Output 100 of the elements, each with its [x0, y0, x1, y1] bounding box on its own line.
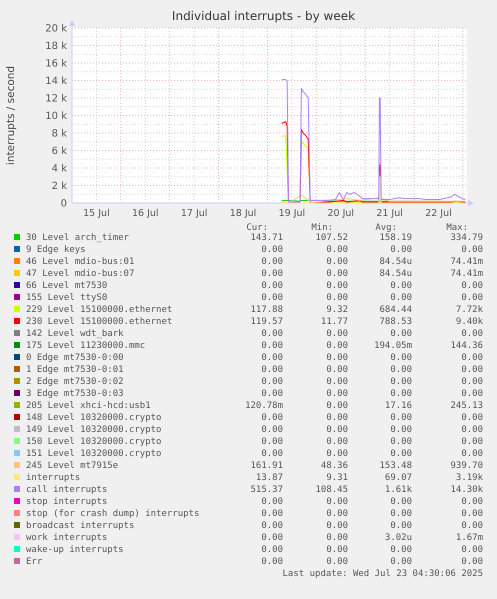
text: 0.00 [261, 245, 283, 255]
text: 0.00 [390, 509, 412, 519]
text: 1.67m [456, 533, 483, 543]
legend-label: 229 Level 15100000.ethernet [26, 305, 172, 315]
text: 0.00 [326, 245, 348, 255]
text: 0.00 [390, 425, 412, 435]
text: 0.00 [390, 365, 412, 375]
chart-title: Individual interrupts - by week [172, 9, 356, 23]
y-tick-label: 0 [60, 198, 67, 210]
y-tick-label: 4 k [52, 164, 68, 174]
text: 0.00 [390, 437, 412, 447]
text: 0.00 [261, 341, 283, 351]
text: 0.00 [261, 353, 283, 363]
text: 0.00 [326, 425, 348, 435]
legend-label: 30 Level arch_timer [26, 233, 130, 243]
text: 0.00 [326, 341, 348, 351]
text: 9.32 [326, 305, 348, 315]
legend-label: 66 Level mt7530 [26, 281, 108, 291]
legend-label: 142 Level wdt_bark [26, 329, 124, 339]
text: 0.00 [261, 293, 283, 303]
legend-label: 245 Level mt7915e [26, 461, 118, 471]
text: 245.13 [450, 401, 483, 411]
x-tick-label: 18 Jul [230, 208, 256, 219]
text: 0.00 [461, 353, 483, 363]
legend-label: 230 Level 15100000.ethernet [26, 317, 172, 327]
y-tick-label: 6 k [52, 146, 68, 157]
legend-label: 150 Level 10320000.crypto [26, 437, 162, 447]
text: Max: [446, 223, 468, 233]
text: 0.00 [326, 449, 348, 459]
text: 334.79 [450, 233, 483, 243]
text: 69.07 [384, 473, 412, 483]
text: 0.00 [326, 413, 348, 423]
text: 0.00 [390, 377, 412, 387]
text: 7.72k [456, 305, 484, 315]
text: 14.30k [450, 485, 484, 495]
text: 3.19k [456, 473, 484, 483]
text: 0.00 [326, 437, 348, 447]
text: 84.54u [379, 257, 412, 267]
text: 0.00 [461, 437, 483, 447]
text: 0.00 [461, 497, 483, 507]
y-tick-label: 8 k [52, 128, 68, 140]
text: 0.00 [261, 269, 283, 279]
text: 0.00 [326, 497, 348, 507]
text: 0.00 [261, 365, 283, 375]
y-tick-label: 14 k [45, 76, 68, 87]
text: 0.00 [461, 413, 483, 423]
text: 0.00 [261, 449, 283, 459]
text: 0.00 [261, 509, 283, 519]
text: 158.19 [379, 233, 412, 243]
x-tick-label: 17 Jul [180, 208, 208, 219]
text: 84.54u [379, 269, 412, 279]
text: 13.87 [256, 473, 283, 483]
text: 0.00 [261, 533, 283, 543]
text: 0.00 [461, 293, 483, 303]
text: 0.00 [326, 353, 348, 363]
text: 0.00 [326, 365, 348, 375]
legend-label: 9 Edge keys [26, 245, 86, 255]
legend-label: 0 Edge mt7530-0:00 [26, 353, 124, 363]
legend-label: work interrupts [26, 533, 108, 543]
text: 48.36 [320, 461, 348, 471]
legend-label: 1 Edge mt7530-0:01 [26, 365, 124, 375]
text: 108.45 [315, 485, 348, 495]
text: 1.61k [384, 485, 413, 495]
text: 0.00 [390, 497, 412, 507]
y-tick-label: 2 k [52, 181, 68, 192]
legend-label: 149 Level 10320000.crypto [26, 425, 162, 435]
text: 0.00 [461, 557, 483, 567]
text: 0.00 [326, 377, 348, 387]
text: 0.00 [261, 557, 283, 567]
text: Avg: [375, 223, 397, 233]
text: 3.02u [384, 533, 412, 543]
legend-label: 46 Level mdio-bus:01 [26, 257, 134, 267]
text: 0.00 [390, 293, 412, 303]
text: 0.00 [390, 245, 412, 255]
text: 684.44 [379, 305, 412, 315]
x-tick-label: 22 Jul [425, 208, 452, 219]
x-tick-label: 21 Jul [376, 208, 403, 219]
text: 0.00 [390, 449, 412, 459]
legend-label: 175 Level 11230000.mmc [26, 341, 146, 351]
text: 0.00 [390, 281, 412, 291]
y-tick-label: 16 k [45, 58, 68, 70]
text: 0.00 [326, 521, 348, 531]
text: 161.91 [250, 461, 283, 471]
line-series [281, 79, 466, 203]
text: 11.77 [320, 317, 348, 327]
text: 119.57 [250, 317, 283, 327]
y-tick-label: 20 k [45, 24, 68, 34]
text: 0.00 [261, 497, 283, 507]
text: 0.00 [326, 281, 348, 291]
text: 0.00 [461, 365, 483, 375]
legend-label: 3 Edge mt7530-0:03 [26, 389, 124, 399]
text: 0.00 [390, 389, 412, 399]
text: 144.36 [450, 341, 483, 351]
legend-label: interrupts [26, 473, 80, 483]
legend-label: call interrupts [26, 485, 108, 495]
text: 0.00 [461, 425, 483, 435]
text: 74.41m [450, 269, 483, 279]
y-tick-label: 12 k [45, 94, 68, 104]
text: 143.71 [250, 233, 283, 243]
legend-label: broadcast interrupts [26, 521, 134, 531]
